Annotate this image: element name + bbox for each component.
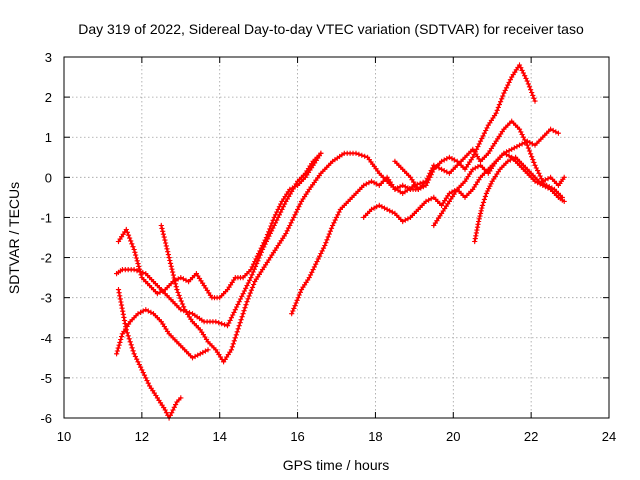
x-tick-label: 22	[524, 429, 538, 444]
series-markers	[472, 154, 565, 245]
y-tick-label: 3	[45, 50, 52, 65]
y-tick-label: 0	[45, 170, 52, 185]
x-tick-label: 14	[212, 429, 226, 444]
series-markers	[431, 126, 561, 229]
y-tick-label: -4	[40, 331, 52, 346]
chart-title: Day 319 of 2022, Sidereal Day-to-day VTE…	[78, 21, 584, 37]
x-axis-label: GPS time / hours	[283, 457, 390, 473]
series-markers	[289, 62, 538, 317]
y-tick-label: 1	[45, 130, 52, 145]
x-tick-label: 16	[290, 429, 304, 444]
x-tick-label: 12	[135, 429, 149, 444]
x-tick-label: 10	[57, 429, 71, 444]
series-line	[115, 152, 322, 327]
grid	[64, 57, 609, 418]
y-tick-label: -6	[40, 411, 52, 426]
y-axis-label: SDTVAR / TECUs	[6, 182, 22, 294]
x-tick-label: 24	[602, 429, 616, 444]
series-markers	[115, 287, 184, 421]
series-track-4	[114, 150, 324, 329]
x-tick-label: 18	[368, 429, 382, 444]
x-tick-label: 20	[446, 429, 460, 444]
series-track-3	[115, 287, 184, 421]
series-markers	[115, 150, 324, 301]
series-track-2	[114, 307, 211, 361]
series-layer	[114, 62, 567, 421]
y-tick-label: -3	[40, 291, 52, 306]
y-tick-label: -5	[40, 371, 52, 386]
series-track-6	[289, 62, 538, 317]
series-track-9	[431, 126, 561, 229]
y-tick-label: 2	[45, 90, 52, 105]
series-markers	[114, 150, 324, 329]
y-axis: -6 -5 -4 -3 -2 -1 0 1 2 3	[40, 50, 609, 426]
series-track-10	[472, 154, 565, 245]
y-tick-label: -2	[40, 251, 52, 266]
y-tick-label: -1	[40, 210, 52, 225]
series-track-8	[392, 118, 567, 192]
series-markers	[158, 150, 429, 365]
series-track-1	[115, 150, 324, 301]
series-track-5	[158, 150, 429, 365]
series-markers	[114, 307, 211, 361]
series-line	[117, 288, 182, 420]
series-markers	[392, 118, 567, 192]
plot-frame	[63, 56, 610, 419]
x-axis: 10 12 14 16 18 20 22 24	[57, 57, 616, 444]
